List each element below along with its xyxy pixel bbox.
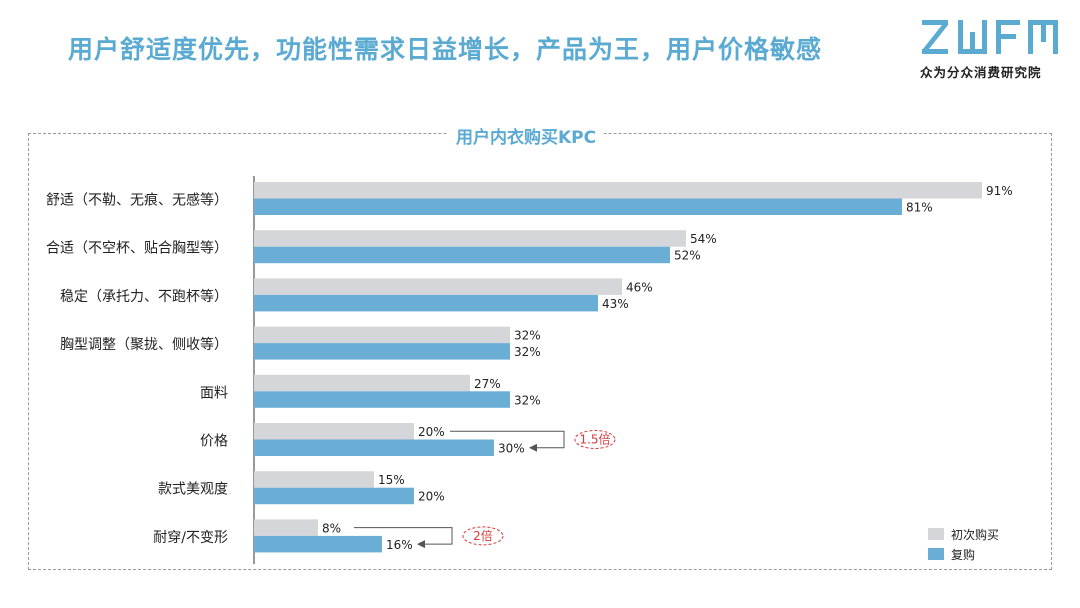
- multiplier-label: 2倍: [473, 528, 493, 543]
- comparison-arrow: [450, 430, 565, 452]
- category-label: 耐穿/不变形: [153, 530, 228, 546]
- bar-repurchase: [254, 246, 670, 264]
- category-label: 合适（不空杯、贴合胸型等）: [46, 240, 228, 257]
- bar-first-purchase: [254, 278, 622, 295]
- value-label: 32%: [514, 393, 541, 407]
- comparison-arrow: [354, 527, 453, 549]
- value-label: 27%: [474, 377, 501, 391]
- bar-repurchase: [254, 343, 510, 360]
- bar-repurchase: [254, 294, 598, 312]
- multiplier-badge: [574, 430, 616, 449]
- value-label: 46%: [626, 280, 653, 294]
- logo-subtitle: 众为分众消费研究院: [920, 65, 1042, 80]
- category-label: 胸型调整（聚拢、侧收等）: [60, 336, 228, 353]
- legend-label: 复购: [951, 547, 975, 562]
- category-label: 价格: [200, 434, 228, 450]
- value-label: 43%: [602, 297, 629, 311]
- bar-repurchase: [254, 391, 510, 408]
- bar-repurchase: [254, 487, 414, 505]
- bar-repurchase: [254, 439, 494, 456]
- multiplier-badge: [462, 526, 504, 546]
- bar-first-purchase: [254, 471, 374, 488]
- value-label: 16%: [386, 538, 413, 552]
- page-title: 用户舒适度优先，功能性需求日益增长，产品为王，用户价格敏感: [68, 35, 823, 64]
- bar-first-purchase: [254, 182, 982, 199]
- legend-swatch: [928, 528, 944, 540]
- value-label: 20%: [418, 425, 445, 439]
- value-label: 52%: [674, 249, 701, 263]
- value-label: 54%: [690, 232, 717, 246]
- chart-title: 用户内衣购买KPC: [448, 123, 605, 148]
- value-label: 8%: [322, 521, 341, 535]
- value-label: 81%: [906, 201, 933, 215]
- bar-first-purchase: [254, 374, 470, 392]
- legend-swatch: [928, 548, 944, 560]
- category-label: 面料: [200, 385, 228, 401]
- value-label: 32%: [514, 329, 541, 343]
- category-label: 稳定（承托力、不跑杯等）: [60, 288, 228, 305]
- value-label: 20%: [418, 490, 445, 504]
- bar-first-purchase: [254, 519, 318, 536]
- multiplier-label: 1.5倍: [579, 432, 610, 447]
- brand-logo: 众为分众消费研究院: [920, 18, 1065, 80]
- bar-first-purchase: [254, 230, 686, 247]
- bar-first-purchase: [254, 423, 414, 440]
- value-label: 15%: [378, 473, 405, 487]
- category-label: 舒适（不勒、无痕、无感等）: [46, 192, 228, 209]
- bar-repurchase: [254, 198, 902, 215]
- zwfm-logo-icon: [922, 20, 1058, 54]
- bar-first-purchase: [254, 326, 510, 344]
- value-label: 30%: [498, 442, 525, 456]
- value-label: 32%: [514, 345, 541, 359]
- category-label: 款式美观度: [158, 482, 228, 498]
- bar-repurchase: [254, 535, 382, 553]
- legend-label: 初次购买: [951, 527, 999, 542]
- value-label: 91%: [986, 184, 1013, 198]
